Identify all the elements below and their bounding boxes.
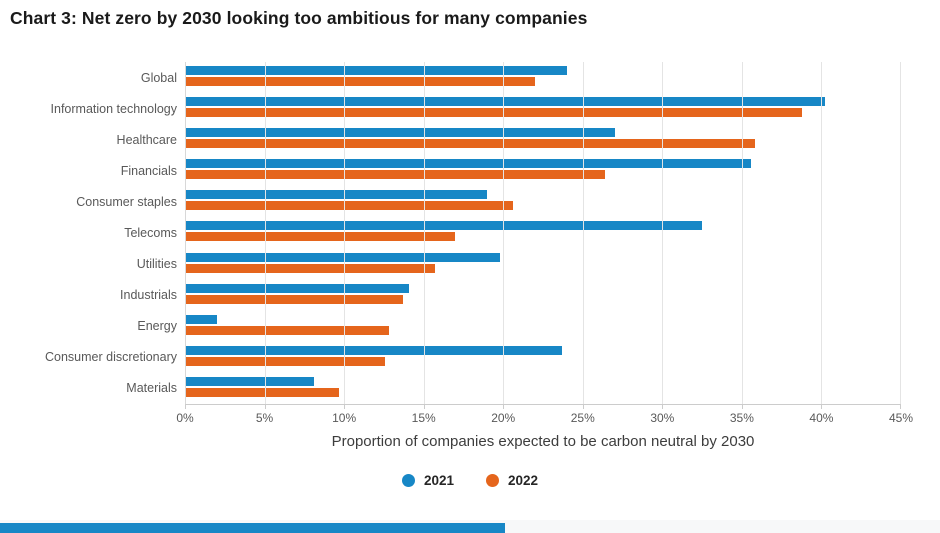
gridline: [662, 62, 664, 404]
legend-label: 2022: [508, 473, 539, 488]
category-label: Materials: [126, 381, 177, 396]
legend-dot-icon: [401, 474, 415, 487]
category-row: [185, 280, 901, 311]
category-row: [185, 342, 901, 373]
category-row: [185, 373, 901, 404]
category-label: Industrials: [120, 288, 177, 303]
x-tick-label: 0%: [176, 411, 194, 425]
footer-band: [0, 520, 940, 533]
category-row: [185, 93, 901, 124]
axis-tick: [264, 405, 266, 409]
x-tick-label: 40%: [809, 411, 834, 425]
bar-2021-industrials: [185, 283, 410, 293]
category-row: [185, 124, 901, 155]
legend-item-2022[interactable]: 2022: [486, 473, 538, 488]
gridline: [423, 62, 425, 404]
x-tick-label: 25%: [570, 411, 595, 425]
bar-2022-industrials: [185, 294, 403, 304]
bar-2022-financials: [185, 170, 606, 180]
gridline: [503, 62, 505, 404]
x-tick-label: 35%: [729, 411, 754, 425]
bar-2021-information-technology: [185, 97, 825, 107]
category-label: Global: [140, 70, 177, 85]
x-tick-label: 10%: [332, 411, 357, 425]
x-axis-title: Proportion of companies expected to be c…: [331, 433, 755, 450]
x-tick-label: 20%: [491, 411, 516, 425]
axis-tick: [662, 405, 664, 409]
chart-title: Chart 3: Net zero by 2030 looking too am…: [10, 8, 588, 28]
bar-2022-healthcare: [185, 139, 755, 149]
axis-tick: [741, 405, 743, 409]
category-label: Information technology: [50, 101, 177, 116]
footer-accent-bar: [0, 523, 505, 533]
category-label: Consumer discretionary: [45, 350, 177, 365]
bar-2021-telecoms: [185, 221, 703, 231]
bar-2021-consumer-staples: [185, 190, 488, 200]
category-label: Financials: [120, 163, 177, 178]
bar-2022-consumer-discretionary: [185, 356, 386, 366]
bar-2021-global: [185, 66, 567, 75]
bar-2021-utilities: [185, 252, 501, 262]
category-row: [185, 155, 901, 186]
axis-tick: [900, 405, 901, 409]
legend: 2021 2022: [0, 473, 940, 488]
axis-tick: [821, 405, 823, 409]
bar-2022-telecoms: [185, 232, 456, 242]
bar-2022-energy: [185, 325, 389, 335]
bar-2022-materials: [185, 387, 340, 397]
axis-tick: [423, 405, 425, 409]
gridline: [582, 62, 584, 404]
gridline: [185, 62, 186, 404]
category-label: Consumer staples: [76, 194, 177, 209]
x-tick-label: 15%: [411, 411, 436, 425]
bar-2022-consumer-staples: [185, 201, 513, 211]
bar-2021-financials: [185, 159, 752, 169]
category-label: Energy: [137, 319, 177, 334]
bar-2022-information-technology: [185, 108, 803, 118]
bar-2022-utilities: [185, 263, 435, 273]
category-row: [185, 249, 901, 280]
plot-area: [185, 62, 901, 409]
bar-rows: [185, 62, 901, 404]
gridline: [821, 62, 823, 404]
axis-tick: [582, 405, 584, 409]
axis-tick: [344, 405, 346, 409]
gridline: [264, 62, 266, 404]
bar-2021-energy: [185, 314, 217, 324]
category-row: [185, 62, 901, 93]
category-axis-labels: Global Information technology Healthcare Fi…: [0, 62, 177, 404]
legend-dot-icon: [486, 474, 499, 487]
bar-2021-healthcare: [185, 128, 615, 138]
legend-label: 2021: [423, 473, 454, 488]
category-row: [185, 311, 901, 342]
bar-2021-consumer-discretionary: [185, 345, 563, 355]
category-label: Telecoms: [124, 226, 177, 241]
gridline: [741, 62, 743, 404]
x-axis-tick-labels: 0% 5% 10% 15% 20% 25% 30% 35% 40% 45%: [176, 411, 913, 427]
gridline: [900, 62, 901, 404]
legend-item-2021[interactable]: 2021: [401, 473, 454, 488]
category-label: Utilities: [136, 257, 177, 272]
category-row: [185, 186, 901, 217]
x-tick-label: 5%: [255, 411, 274, 425]
axis-tick: [503, 405, 505, 409]
bar-2022-global: [185, 77, 536, 86]
gridline: [344, 62, 346, 404]
x-tick-label: 45%: [888, 411, 914, 425]
x-tick-label: 30%: [650, 411, 675, 425]
category-row: [185, 217, 901, 248]
axis-tick: [185, 405, 186, 409]
bar-2021-materials: [185, 376, 314, 386]
category-label: Healthcare: [116, 132, 177, 147]
